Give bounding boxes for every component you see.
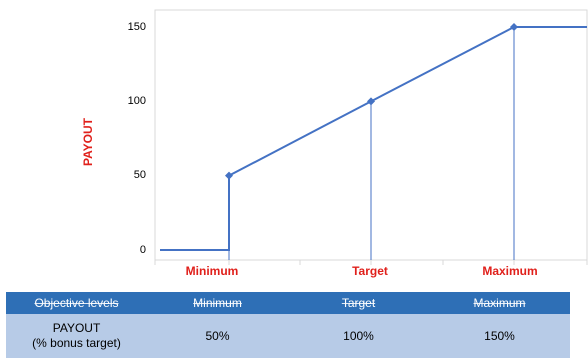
table-header-cell: Objective levels: [6, 292, 147, 314]
table-row-payout: PAYOUT (% bonus target) 50% 100% 150%: [6, 314, 570, 358]
data-point-maximum: [510, 23, 518, 31]
table-row-label: PAYOUT (% bonus target): [6, 314, 147, 358]
series-markers: [225, 23, 518, 180]
table-cell-value: 50%: [147, 314, 288, 358]
table-cell-value: 150%: [429, 314, 570, 358]
y-tick-label-100: 100: [127, 95, 146, 107]
row-label-line-1: PAYOUT: [52, 321, 101, 335]
table-cell-value: 100%: [288, 314, 429, 358]
y-tick-label-0: 0: [139, 244, 146, 256]
y-axis-label: PAYOUT: [81, 117, 95, 167]
data-point-target: [367, 97, 375, 106]
x-category-label-maximum: Maximum: [482, 264, 538, 278]
table-header-cell: Target: [288, 292, 429, 314]
series-line: [160, 26, 587, 251]
y-tick-label-150: 150: [127, 21, 146, 33]
table-header-cell: Maximum: [429, 292, 570, 314]
x-category-label-minimum: Minimum: [185, 264, 239, 278]
row-label-line-2: (% bonus target): [32, 336, 121, 350]
table-header-cell: Minimum: [147, 292, 288, 314]
y-tick-label-50: 50: [133, 169, 146, 181]
drop-lines: [228, 27, 515, 260]
objective-levels-table: Objective levels Minimum Target Maximum …: [6, 292, 570, 358]
table-header-row: Objective levels Minimum Target Maximum: [6, 292, 570, 314]
payout-chart: [154, 9, 588, 265]
payout-series-line: [160, 26, 587, 251]
x-category-label-target: Target: [352, 264, 388, 278]
data-point-minimum: [225, 171, 233, 180]
